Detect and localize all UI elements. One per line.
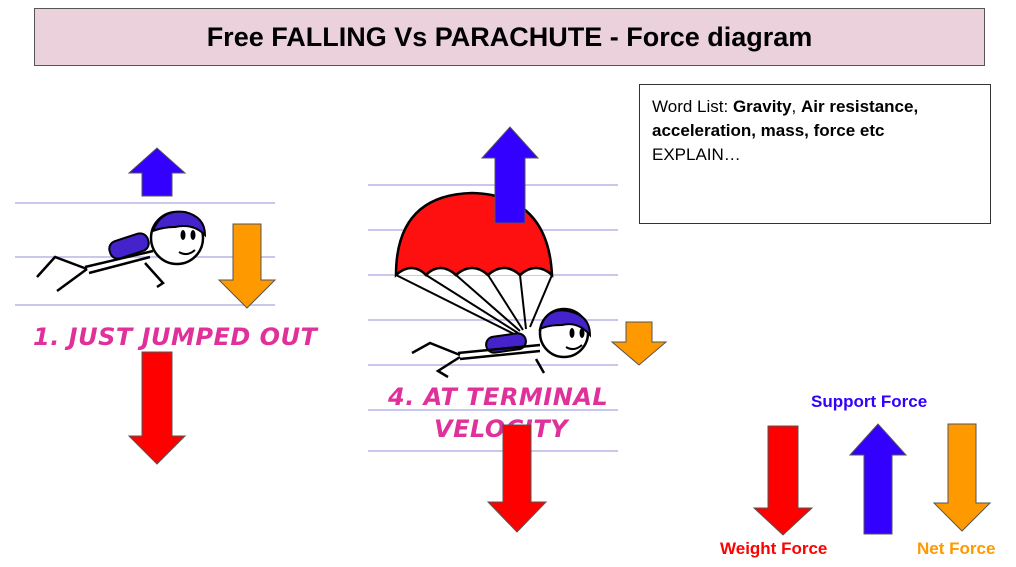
- page-title: Free FALLING Vs PARACHUTE - Force diagra…: [206, 21, 813, 52]
- panel1-weight-arrow: [127, 351, 187, 465]
- skydiver-figure: [36, 210, 207, 293]
- word-list-line-2: acceleration, mass, force etc: [652, 119, 978, 143]
- legend-support-arrow: [848, 423, 908, 535]
- parachute-illustration: 4. AT TERMINAL VELOCITY: [368, 184, 618, 452]
- legend-support-label: Support Force: [811, 392, 928, 411]
- panel2-weight-arrow: [486, 424, 548, 533]
- word-air-resistance: Air resistance,: [801, 97, 919, 116]
- free-fall-illustration: 1. JUST JUMPED OUT: [15, 202, 318, 351]
- word-list-line-3: EXPLAIN…: [652, 145, 741, 164]
- panel1-support-arrow: [127, 147, 187, 197]
- parachutist-figure: [411, 307, 592, 379]
- panel1-net-arrow: [217, 223, 277, 309]
- legend-weight-arrow: [752, 425, 814, 536]
- legend-weight-label: Weight Force: [720, 539, 828, 558]
- panel2-net-arrow: [610, 321, 668, 366]
- title-banner: Free FALLING Vs PARACHUTE - Force diagra…: [34, 8, 985, 66]
- legend-net-arrow: [932, 423, 992, 532]
- word-list-label: Word List:: [652, 97, 729, 116]
- panel2-caption-line1: 4. AT TERMINAL: [387, 383, 608, 411]
- word-list-line-1: Word List: Gravity, Air resistance,: [652, 95, 978, 119]
- panel2-caption-line2: VELOCITY: [434, 415, 570, 443]
- panel1-caption: 1. JUST JUMPED OUT: [33, 323, 319, 351]
- word-list-terms: acceleration, mass, force etc: [652, 121, 885, 140]
- word-gravity: Gravity: [732, 97, 792, 116]
- word-separator: ,: [791, 97, 797, 116]
- legend-net-label: Net Force: [917, 539, 996, 558]
- word-list-box: Word List: Gravity, Air resistance, acce…: [639, 84, 991, 224]
- panel2-support-arrow: [480, 126, 540, 224]
